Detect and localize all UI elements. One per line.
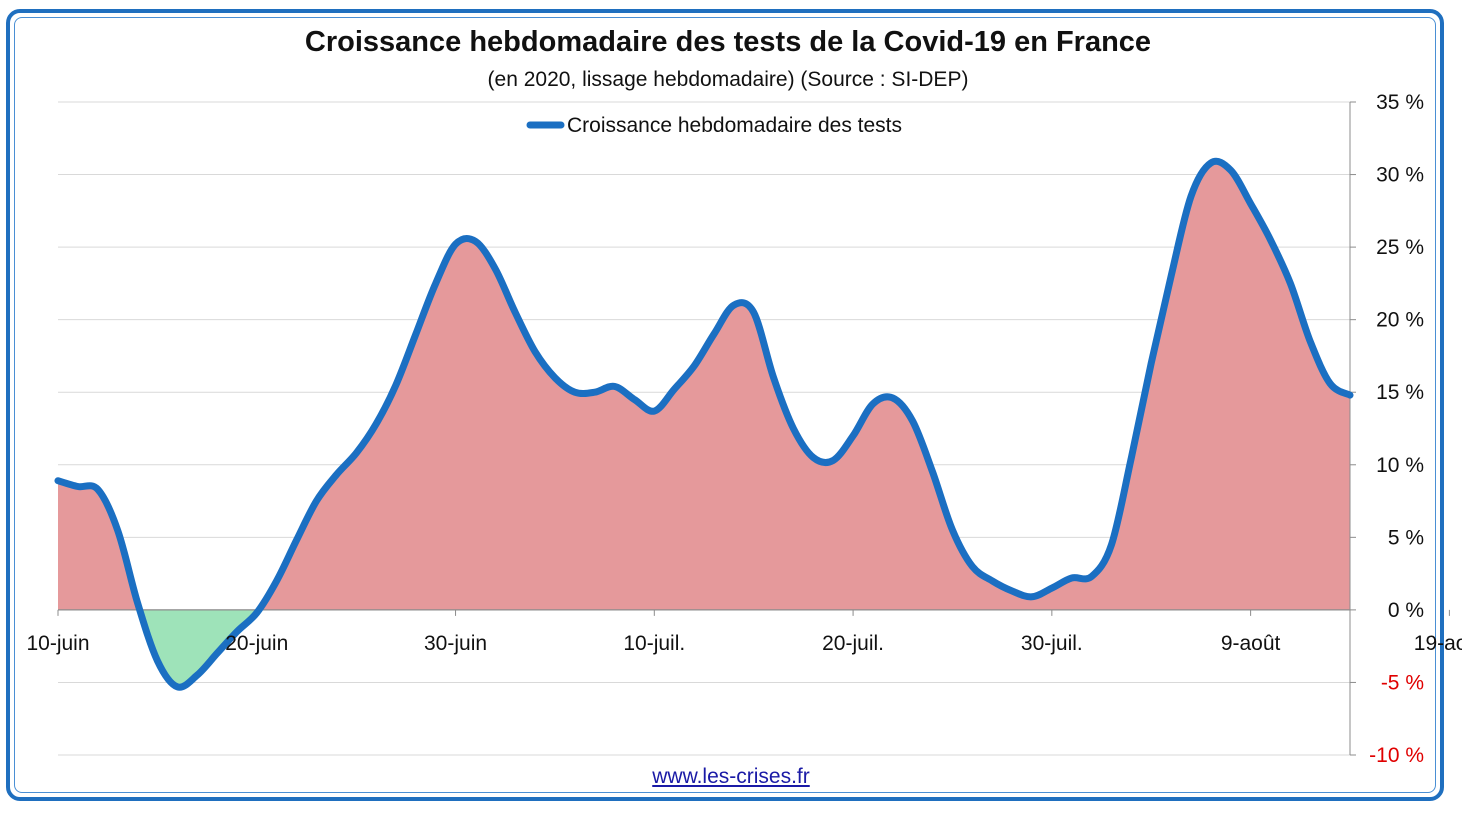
x-tick-label: 9-août — [1221, 632, 1281, 655]
area-positive — [58, 161, 1350, 610]
x-tick-label: 20-juin — [225, 632, 288, 655]
x-tick-label: 19-août — [1414, 632, 1462, 655]
x-tick-label: 20-juil. — [822, 632, 884, 655]
legend-label: Croissance hebdomadaire des tests — [567, 114, 902, 137]
y-tick-label: 10 % — [1376, 454, 1424, 477]
x-tick-label: 30-juin — [424, 632, 487, 655]
x-tick-label: 10-juil. — [623, 632, 685, 655]
x-tick-label: 30-juil. — [1021, 632, 1083, 655]
y-tick-label: 30 % — [1376, 164, 1424, 187]
x-tick-label: 10-juin — [26, 632, 89, 655]
source-link[interactable]: www.les-crises.fr — [652, 765, 810, 788]
y-tick-label: 35 % — [1376, 91, 1424, 114]
inner-frame — [14, 17, 1436, 793]
outer-frame — [6, 9, 1444, 801]
series-line — [54, 157, 1354, 691]
y-tick-label: -10 % — [1369, 744, 1424, 767]
chart-subtitle: (en 2020, lissage hebdomadaire) (Source … — [487, 68, 969, 91]
chart-title: Croissance hebdomadaire des tests de la … — [304, 26, 1152, 58]
y-tick-label: 20 % — [1376, 309, 1424, 332]
y-tick-label: 25 % — [1376, 236, 1424, 259]
y-tick-label: -5 % — [1381, 671, 1424, 694]
y-tick-label: 5 % — [1388, 526, 1424, 549]
y-tick-label: 0 % — [1388, 599, 1424, 622]
y-tick-label: 15 % — [1376, 381, 1424, 404]
